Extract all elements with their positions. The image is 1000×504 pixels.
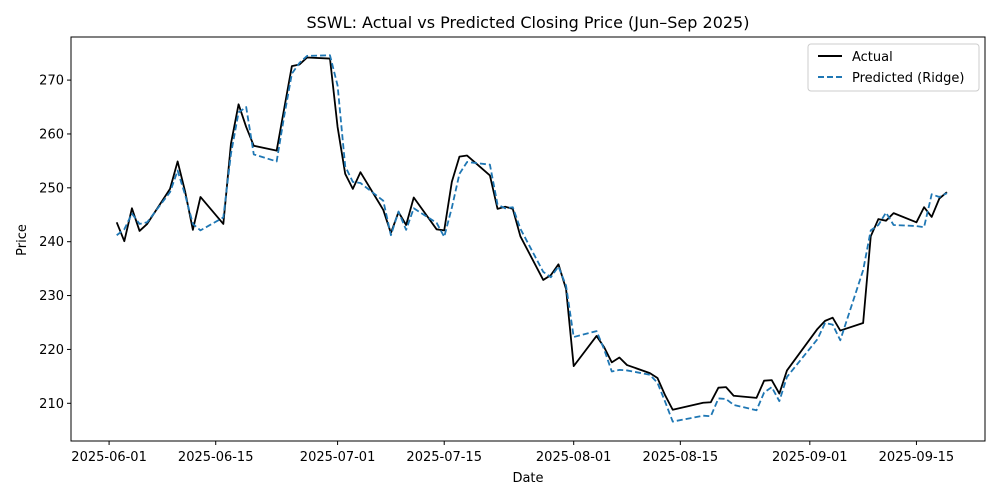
plot-area — [115, 54, 948, 423]
plot-frame — [70, 36, 986, 442]
y-tick-label: 260 — [39, 127, 64, 142]
y-tick-label: 270 — [39, 74, 64, 89]
x-axis: 2025-06-01 2025-06-15 2025-07-01 2025-07-15… — [71, 441, 954, 465]
x-tick-label: 2025-06-15 — [178, 450, 254, 465]
y-tick-label: 250 — [39, 181, 64, 196]
x-axis-label: Date — [512, 471, 543, 486]
actual-series-line — [115, 56, 948, 411]
x-tick-label: 2025-09-15 — [879, 450, 955, 465]
predicted-series-line — [116, 54, 948, 423]
x-tick-label: 2025-09-01 — [772, 450, 848, 465]
x-tick-label: 2025-08-15 — [643, 450, 719, 465]
legend-label-predicted: Predicted (Ridge) — [852, 71, 964, 86]
y-tick-label: 220 — [39, 343, 64, 358]
legend: Actual Predicted (Ridge) — [807, 43, 980, 92]
y-axis: 210 220 230 240 250 260 270 — [39, 74, 71, 412]
y-tick-label: 240 — [39, 235, 64, 250]
y-tick-label: 210 — [39, 397, 64, 412]
y-axis-label: Price — [15, 224, 30, 256]
x-tick-label: 2025-07-01 — [300, 450, 376, 465]
x-tick-label: 2025-06-01 — [71, 450, 147, 465]
y-tick-label: 230 — [39, 289, 64, 304]
x-tick-label: 2025-07-15 — [406, 450, 482, 465]
chart-title: SSWL: Actual vs Predicted Closing Price … — [307, 13, 750, 32]
legend-label-actual: Actual — [852, 50, 893, 65]
legend-frame — [807, 43, 980, 92]
x-tick-label: 2025-08-01 — [536, 450, 612, 465]
